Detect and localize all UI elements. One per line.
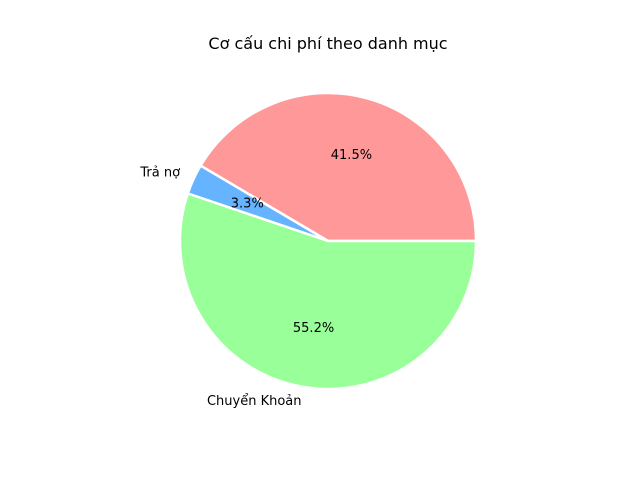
pie-slice-0 [199, 91, 478, 243]
pct-label-0: 41.5% [331, 148, 372, 163]
pie-slice-2 [178, 192, 478, 391]
slice-label-1: Trả nợ [139, 166, 180, 181]
chart-title: Cơ cấu chi phí theo danh mục [208, 34, 447, 53]
pct-label-2: 55.2% [293, 321, 334, 336]
pct-label-1: 3.3% [231, 196, 264, 211]
pie-labels: 41.5% 3.3% Trả nợ 55.2% Chuyển Khoản [139, 148, 372, 409]
slice-label-2: Chuyển Khoản [207, 394, 302, 409]
pie-slices [178, 91, 478, 391]
